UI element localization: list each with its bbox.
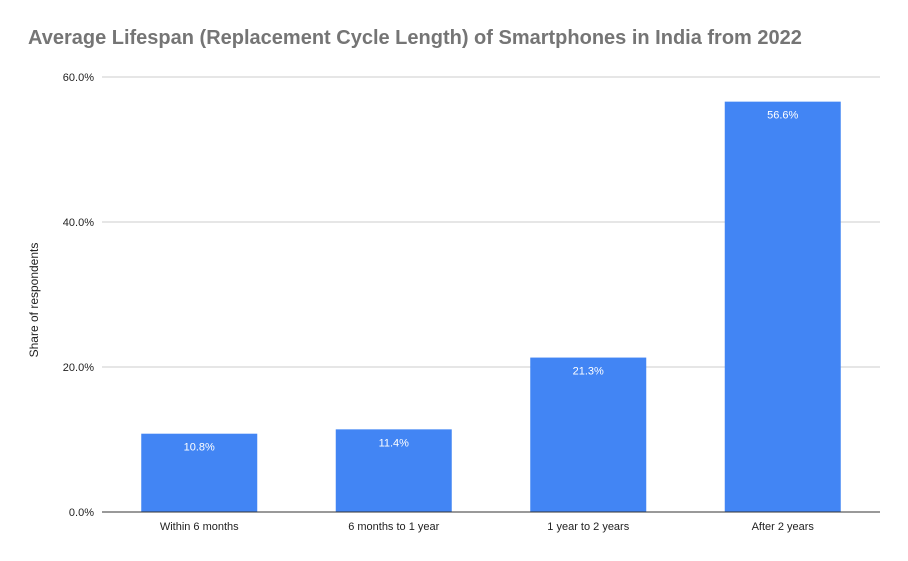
x-tick-label: 1 year to 2 years [547,521,629,533]
data-label: 21.3% [573,366,604,378]
bar [335,429,452,512]
x-tick-label: After 2 years [752,521,815,533]
data-label: 11.4% [379,437,410,449]
y-tick-label: 60.0% [63,72,94,84]
bar [530,357,647,512]
y-tick-label: 20.0% [63,362,94,374]
y-tick-label: 0.0% [69,507,94,519]
bar [724,101,841,513]
data-label: 10.8% [184,442,215,454]
bar [141,433,258,512]
x-tick-label: 6 months to 1 year [348,521,439,533]
data-label: 56.6% [767,110,798,122]
y-tick-label: 40.0% [63,217,94,229]
x-tick-label: Within 6 months [160,521,239,533]
chart-title: Average Lifespan (Replacement Cycle Leng… [28,27,802,49]
